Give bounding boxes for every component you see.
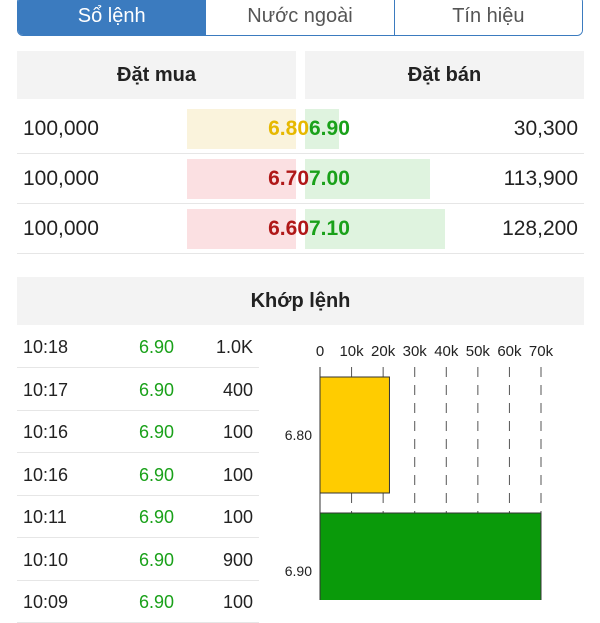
row-divider — [17, 494, 259, 496]
trade-time: 10:16 — [23, 422, 69, 442]
trade-price: 6.90 — [139, 337, 175, 357]
trade-row: 10:10 6.90 900 — [17, 539, 259, 581]
bid-volume-bar — [187, 209, 296, 249]
order-book-row: 100,000 6.80 6.90 30,300 — [17, 104, 584, 154]
trade-price: 6.90 — [139, 507, 175, 527]
ask-volume: 113,900 — [503, 167, 578, 190]
row-divider — [17, 409, 259, 411]
trade-volume: 400 — [222, 379, 253, 400]
tab-0[interactable]: Sổ lệnh — [18, 0, 206, 35]
trade-volume: 100 — [222, 422, 253, 442]
row-divider — [17, 537, 259, 538]
bid-volume: 100,000 — [23, 117, 99, 140]
x-tick-label: 40k — [434, 343, 459, 360]
row-divider — [17, 153, 584, 154]
order-book-row: 100,000 6.60 7.10 128,200 — [17, 204, 584, 254]
trade-row: 10:16 6.90 100 — [17, 411, 259, 453]
trade-volume: 1.0K — [215, 337, 253, 357]
row-divider — [17, 452, 259, 453]
ask-volume: 128,200 — [502, 217, 578, 240]
bid-volume: 100,000 — [23, 167, 99, 190]
x-tick-label: 10k — [339, 343, 364, 360]
x-tick-label: 50k — [466, 343, 491, 360]
x-tick-label: 60k — [497, 343, 522, 360]
volume-by-price-chart: 0 10k 20k 30k 40k 50k 60k 70k 6.80 6.90 — [285, 343, 554, 600]
order-book-row: 100,000 6.70 7.00 113,900 — [17, 154, 584, 204]
y-category-label: 6.90 — [285, 563, 312, 579]
bid-header: Đặt mua — [17, 51, 296, 99]
row-divider — [17, 579, 259, 581]
trade-volume: 100 — [222, 464, 253, 485]
x-tick-label: 30k — [403, 343, 428, 360]
trade-price: 6.90 — [139, 549, 175, 570]
bid-volume: 100,000 — [23, 217, 99, 240]
trade-time: 10:09 — [23, 592, 69, 612]
ask-price[interactable]: 7.10 — [309, 217, 350, 240]
ask-price[interactable]: 7.00 — [309, 167, 350, 190]
ask-volume: 30,300 — [513, 117, 578, 140]
tab-2[interactable]: Tín hiệu — [393, 0, 582, 35]
tab-bar: Sổ lệnh Nước ngoài Tín hiệu — [17, 0, 583, 36]
ask-volume-bar — [305, 209, 445, 249]
ask-volume-bar — [305, 159, 430, 199]
tab-1[interactable]: Nước ngoài — [205, 0, 394, 35]
bid-price[interactable]: 6.80 — [268, 117, 309, 140]
trade-time: 10:18 — [23, 337, 69, 357]
trade-time: 10:16 — [23, 464, 69, 485]
y-category-label: 6.80 — [285, 427, 312, 443]
volume-bar — [319, 376, 390, 494]
trade-price: 6.90 — [139, 464, 175, 485]
bid-volume-bar — [187, 159, 296, 199]
trade-price: 6.90 — [139, 422, 175, 442]
bid-price[interactable]: 6.70 — [268, 167, 309, 190]
ask-volume-bar — [305, 109, 339, 149]
ask-price[interactable]: 6.90 — [309, 117, 350, 140]
row-divider — [17, 367, 259, 368]
trade-volume: 100 — [222, 507, 253, 527]
row-divider — [17, 253, 584, 254]
x-tick-label: 70k — [529, 343, 554, 360]
trade-row: 10:16 6.90 100 — [17, 454, 259, 496]
trade-row: 10:18 6.90 1.0K — [17, 326, 259, 368]
x-tick-label: 0 — [316, 343, 324, 360]
trade-time: 10:17 — [23, 379, 69, 400]
trade-volume: 900 — [222, 549, 253, 570]
trade-volume: 100 — [222, 592, 253, 612]
bid-price[interactable]: 6.60 — [268, 217, 309, 240]
trade-row: 10:09 6.90 100 — [17, 581, 259, 623]
x-tick-label: 20k — [371, 343, 396, 360]
trade-time: 10:10 — [23, 549, 69, 570]
volume-bar — [319, 512, 542, 600]
row-divider — [17, 203, 584, 204]
trade-row: 10:17 6.90 400 — [17, 369, 259, 411]
bid-volume-bar — [187, 109, 296, 149]
trade-price: 6.90 — [139, 379, 175, 400]
ask-header: Đặt bán — [305, 51, 584, 99]
trade-time: 10:11 — [23, 507, 67, 527]
trade-row: 10:11 6.90 100 — [17, 496, 259, 538]
matched-orders-header: Khớp lệnh — [17, 277, 584, 325]
trade-price: 6.90 — [139, 592, 175, 612]
